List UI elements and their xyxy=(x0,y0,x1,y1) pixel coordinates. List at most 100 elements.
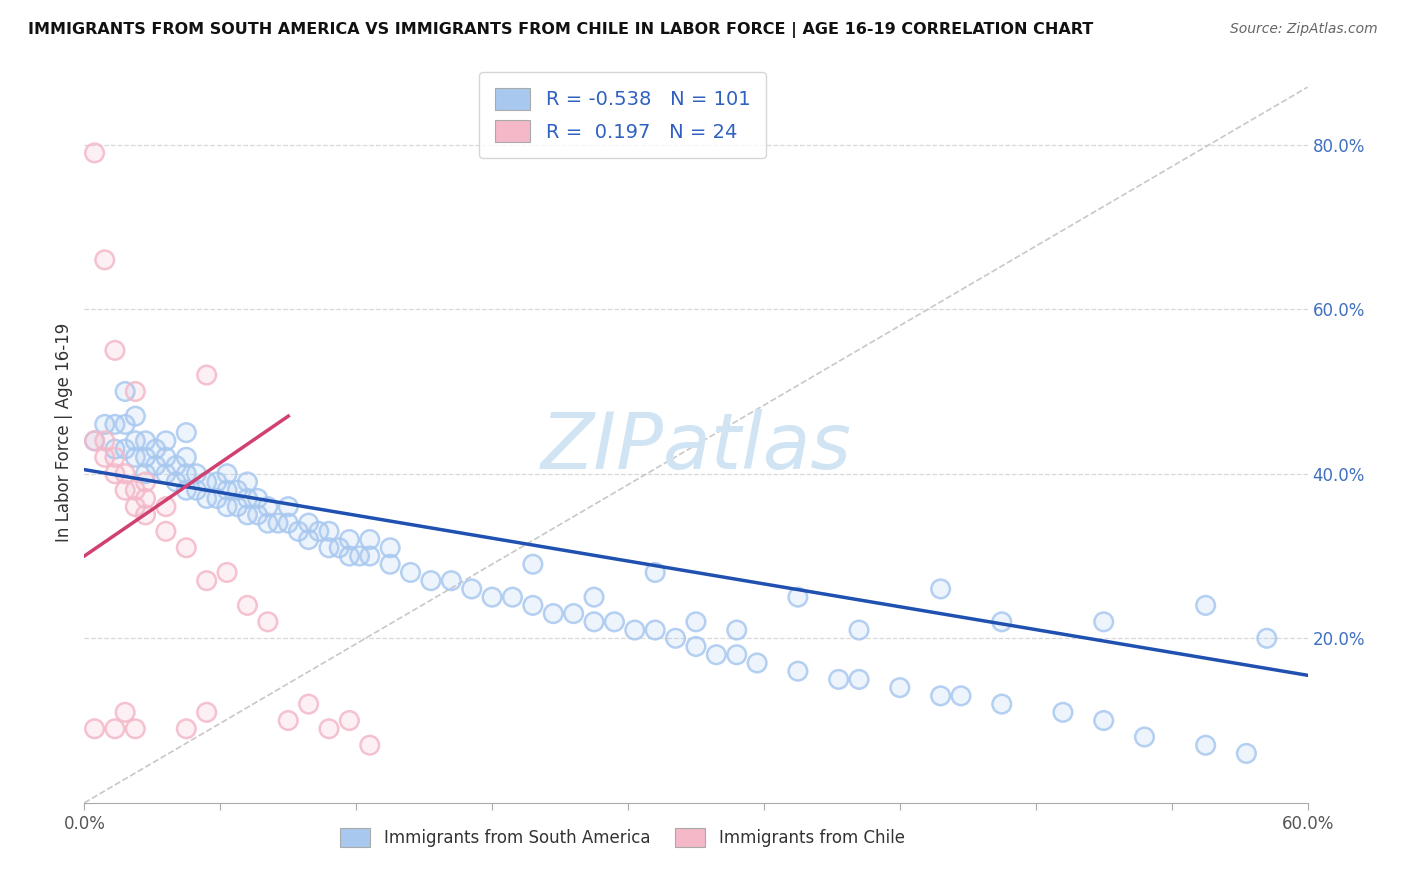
Point xyxy=(991,697,1014,711)
Point xyxy=(155,450,177,465)
Point xyxy=(195,491,218,506)
Point xyxy=(104,417,127,432)
Point xyxy=(747,656,769,670)
Point xyxy=(461,582,484,596)
Point xyxy=(195,368,218,382)
Point xyxy=(257,500,280,514)
Point xyxy=(104,442,127,456)
Point xyxy=(543,607,565,621)
Point xyxy=(665,632,688,646)
Point xyxy=(339,714,361,728)
Point xyxy=(685,640,707,654)
Point xyxy=(543,607,565,621)
Point xyxy=(277,516,299,530)
Point xyxy=(124,500,146,514)
Point xyxy=(124,500,146,514)
Point xyxy=(195,475,218,489)
Point xyxy=(145,442,167,456)
Point xyxy=(502,590,524,604)
Point xyxy=(318,541,340,555)
Point xyxy=(298,516,321,530)
Point xyxy=(195,475,218,489)
Point xyxy=(318,541,340,555)
Point xyxy=(522,599,544,613)
Point xyxy=(83,434,105,448)
Point xyxy=(318,722,340,736)
Point xyxy=(1256,632,1278,646)
Point xyxy=(359,549,381,563)
Point xyxy=(124,722,146,736)
Point xyxy=(318,524,340,539)
Point xyxy=(848,623,870,637)
Point xyxy=(83,722,105,736)
Point xyxy=(1133,730,1156,744)
Point xyxy=(195,491,218,506)
Point xyxy=(359,738,381,752)
Point xyxy=(186,483,208,498)
Point xyxy=(114,483,136,498)
Point xyxy=(257,516,280,530)
Point xyxy=(104,467,127,481)
Point xyxy=(267,516,290,530)
Point xyxy=(145,458,167,473)
Point xyxy=(93,434,115,448)
Point xyxy=(308,524,330,539)
Point xyxy=(246,508,269,522)
Point xyxy=(287,524,309,539)
Point xyxy=(1195,599,1218,613)
Point xyxy=(104,450,127,465)
Point xyxy=(848,673,870,687)
Point xyxy=(124,483,146,498)
Point xyxy=(1195,599,1218,613)
Point xyxy=(787,664,810,678)
Point xyxy=(277,714,299,728)
Point xyxy=(83,434,105,448)
Point xyxy=(603,615,626,629)
Point xyxy=(104,442,127,456)
Point xyxy=(706,648,728,662)
Point xyxy=(929,582,952,596)
Point xyxy=(1133,730,1156,744)
Point xyxy=(124,450,146,465)
Point xyxy=(747,656,769,670)
Point xyxy=(135,491,157,506)
Point xyxy=(236,491,259,506)
Point xyxy=(848,623,870,637)
Point xyxy=(205,475,228,489)
Point xyxy=(104,467,127,481)
Point xyxy=(217,566,239,580)
Point xyxy=(246,508,269,522)
Point xyxy=(83,434,105,448)
Point xyxy=(583,590,606,604)
Point xyxy=(93,450,115,465)
Point xyxy=(155,500,177,514)
Point xyxy=(114,442,136,456)
Point xyxy=(725,623,748,637)
Point xyxy=(114,384,136,399)
Point xyxy=(226,483,249,498)
Point xyxy=(226,500,249,514)
Point xyxy=(644,623,666,637)
Point xyxy=(135,450,157,465)
Point xyxy=(135,508,157,522)
Point xyxy=(328,541,350,555)
Point xyxy=(186,483,208,498)
Point xyxy=(155,524,177,539)
Point xyxy=(114,706,136,720)
Point xyxy=(124,434,146,448)
Point xyxy=(950,689,973,703)
Point xyxy=(135,475,157,489)
Point xyxy=(174,722,197,736)
Point xyxy=(929,582,952,596)
Point xyxy=(114,442,136,456)
Point xyxy=(399,566,422,580)
Point xyxy=(461,582,484,596)
Point xyxy=(217,500,239,514)
Point xyxy=(124,722,146,736)
Point xyxy=(991,615,1014,629)
Point xyxy=(83,145,105,160)
Point xyxy=(155,500,177,514)
Point xyxy=(104,722,127,736)
Point xyxy=(217,483,239,498)
Point xyxy=(174,483,197,498)
